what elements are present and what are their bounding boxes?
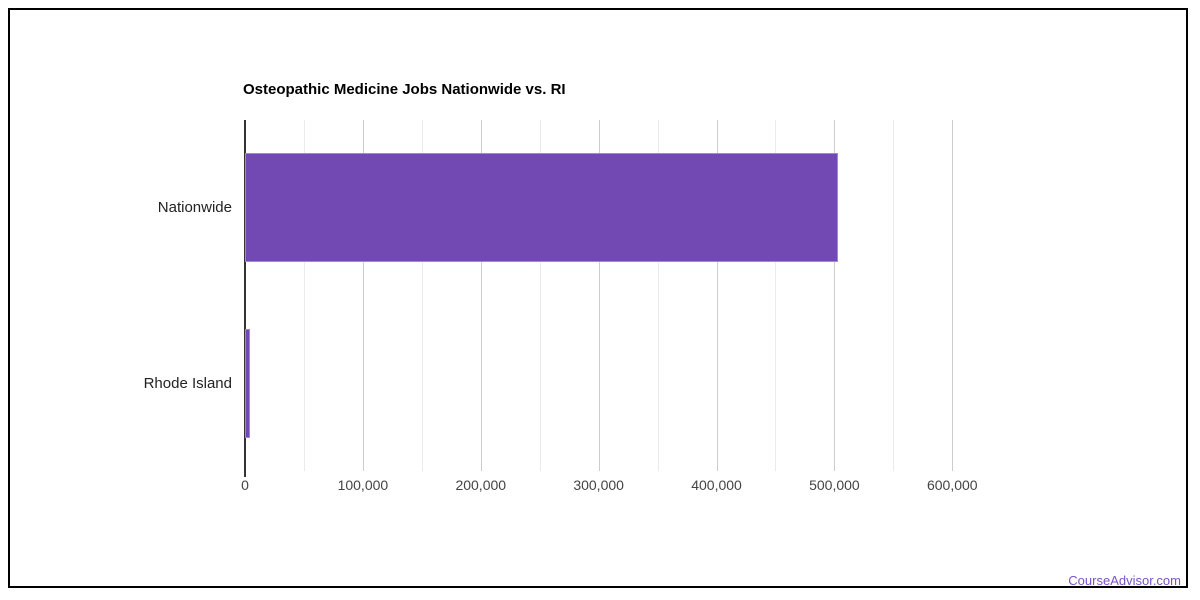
- minor-gridline-550000: [893, 120, 895, 471]
- x-tick-label-400000: 400,000: [691, 477, 742, 493]
- minor-gridline-350000: [657, 120, 659, 471]
- minor-gridline-450000: [775, 120, 777, 471]
- major-gridline-600000: [952, 120, 954, 471]
- chart-title: Osteopathic Medicine Jobs Nationwide vs.…: [243, 81, 566, 98]
- x-tick-label-0: 0: [241, 477, 249, 493]
- x-tick-label-300000: 300,000: [573, 477, 624, 493]
- x-tick-label-200000: 200,000: [455, 477, 507, 493]
- bar-rhode-island[interactable]: [245, 328, 250, 438]
- bar-nationwide[interactable]: [245, 153, 838, 263]
- plot-area: [244, 120, 990, 477]
- minor-gridline-250000: [539, 120, 541, 471]
- category-label-rhode-island: Rhode Island: [143, 374, 232, 392]
- x-tick-label-600000: 600,000: [926, 477, 978, 493]
- minor-gridline-50000: [303, 120, 305, 471]
- major-gridline-300000: [598, 120, 600, 471]
- y-axis-line: [244, 120, 246, 477]
- x-tick-label-500000: 500,000: [809, 477, 860, 493]
- courseadvisor-link[interactable]: CourseAdvisor.com: [1068, 573, 1181, 588]
- major-gridline-100000: [362, 120, 364, 471]
- major-gridline-200000: [480, 120, 482, 471]
- category-label-nationwide: Nationwide: [157, 199, 232, 217]
- major-gridline-400000: [716, 120, 718, 471]
- x-tick-label-100000: 100,000: [337, 477, 389, 493]
- minor-gridline-150000: [421, 120, 423, 471]
- major-gridline-500000: [834, 120, 836, 471]
